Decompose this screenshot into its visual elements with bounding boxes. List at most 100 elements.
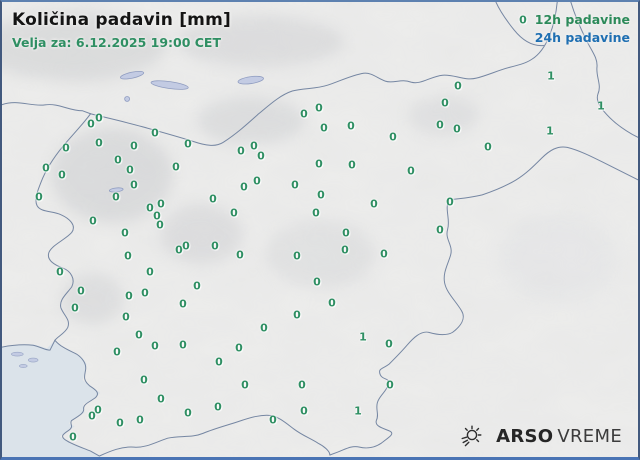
station-value: 0 <box>214 400 222 414</box>
station-value: 0 <box>124 249 132 263</box>
station-value: 0 <box>179 338 187 352</box>
station-value: 0 <box>89 214 97 228</box>
station-value: 0 <box>121 226 129 240</box>
station-value: 0 <box>56 265 64 279</box>
station-value: 0 <box>436 118 444 132</box>
station-value: 0 <box>112 190 120 204</box>
station-value: 0 <box>94 403 102 417</box>
station-value: 0 <box>126 163 134 177</box>
station-value: 0 <box>407 164 415 178</box>
product-name: VREME <box>557 425 622 447</box>
station-value: 0 <box>230 206 238 220</box>
agency-logo: ARSO VREME <box>496 426 622 447</box>
station-value: 0 <box>172 160 180 174</box>
station-value: 0 <box>211 239 219 253</box>
station-value: 0 <box>156 218 164 232</box>
station-value: 0 <box>58 168 66 182</box>
station-value: 0 <box>179 297 187 311</box>
station-value: 0 <box>241 378 249 392</box>
period-toggle: 12h padavine 24h padavine <box>535 11 630 47</box>
lagoon-islets <box>11 351 39 368</box>
station-value: 0 <box>141 286 149 300</box>
station-value: 0 <box>62 141 70 155</box>
station-value: 0 <box>257 149 265 163</box>
station-value: 0 <box>253 174 261 188</box>
station-value: 0 <box>77 284 85 298</box>
station-value: 0 <box>315 101 323 115</box>
station-value: 0 <box>348 158 356 172</box>
station-value: 0 <box>315 157 323 171</box>
station-value: 0 <box>209 192 217 206</box>
station-value: 0 <box>298 378 306 392</box>
station-value: 0 <box>293 308 301 322</box>
station-value: 0 <box>87 117 95 131</box>
station-value: 0 <box>146 201 154 215</box>
station-value: 0 <box>135 328 143 342</box>
station-value: 1 <box>547 69 555 83</box>
station-value: 0 <box>157 392 165 406</box>
station-value: 0 <box>130 139 138 153</box>
station-value: 0 <box>260 321 268 335</box>
toggle-12h-link[interactable]: 12h padavine <box>534 12 630 27</box>
sun-slash-icon <box>461 425 482 447</box>
station-value: 0 <box>389 130 397 144</box>
station-value: 0 <box>116 416 124 430</box>
station-value: 0 <box>269 413 277 427</box>
station-value: 0 <box>250 139 258 153</box>
station-value: 0 <box>453 122 461 136</box>
station-value: 0 <box>125 289 133 303</box>
station-value: 0 <box>240 180 248 194</box>
station-value: 1 <box>354 404 362 418</box>
station-value: 0 <box>151 339 159 353</box>
station-value: 0 <box>293 249 301 263</box>
station-value: 0 <box>312 206 320 220</box>
station-value: 0 <box>236 248 244 262</box>
station-value: 0 <box>436 223 444 237</box>
station-value: 0 <box>157 197 165 211</box>
station-value: 1 <box>546 124 554 138</box>
station-value: 1 <box>597 99 605 113</box>
station-value: 0 <box>71 301 79 315</box>
station-value: 0 <box>519 13 527 27</box>
station-value: 0 <box>114 153 122 167</box>
station-value: 0 <box>341 243 349 257</box>
lakes <box>108 70 264 193</box>
station-value: 0 <box>175 243 183 257</box>
station-value: 1 <box>359 330 367 344</box>
station-value: 0 <box>441 96 449 110</box>
station-value: 0 <box>313 275 321 289</box>
station-value: 0 <box>122 310 130 324</box>
station-value: 0 <box>146 265 154 279</box>
station-value: 0 <box>95 136 103 150</box>
station-value: 0 <box>235 341 243 355</box>
station-value: 0 <box>385 337 393 351</box>
station-value: 0 <box>113 345 121 359</box>
station-value: 0 <box>130 178 138 192</box>
station-value: 0 <box>184 406 192 420</box>
station-value: 0 <box>193 279 201 293</box>
map-header: Količina padavin [mm] Velja za: 6.12.202… <box>12 10 231 50</box>
station-value: 0 <box>317 188 325 202</box>
page-title: Količina padavin [mm] <box>12 10 231 30</box>
station-value: 0 <box>380 247 388 261</box>
station-value: 0 <box>42 161 50 175</box>
station-value: 0 <box>136 413 144 427</box>
agency-name: ARSO <box>496 425 554 447</box>
station-value: 0 <box>386 378 394 392</box>
station-value: 0 <box>300 107 308 121</box>
valid-time-label: Velja za: 6.12.2025 19:00 CET <box>12 35 221 50</box>
branding: ARSO VREME <box>458 423 622 449</box>
station-value: 0 <box>446 195 454 209</box>
station-value: 0 <box>35 190 43 204</box>
station-value: 0 <box>300 404 308 418</box>
station-value: 0 <box>370 197 378 211</box>
toggle-24h-link[interactable]: 24h padavine <box>534 30 630 45</box>
station-value: 0 <box>484 140 492 154</box>
station-value: 0 <box>291 178 299 192</box>
station-value: 0 <box>454 79 462 93</box>
station-value: 0 <box>342 226 350 240</box>
